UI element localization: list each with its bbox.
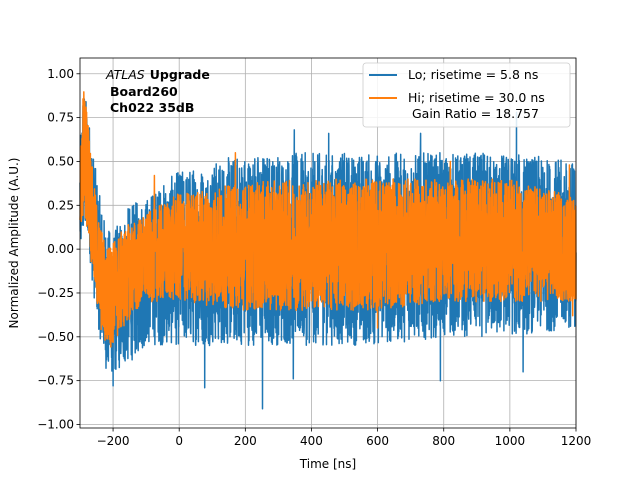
atlas-annotation-line1: ATLAS Upgrade: [105, 67, 210, 82]
legend-label: Gain Ratio = 18.757: [408, 106, 539, 121]
axis-ticks: −200 0 200 400 600 800 1000 1200 −1.00 −0.75 −0.50…: [37, 67, 591, 448]
y-tick-label: −0.75: [37, 374, 74, 388]
y-tick-label: 0.50: [47, 154, 74, 168]
y-tick-label: 0.25: [47, 198, 74, 212]
x-tick-label: 1200: [561, 434, 592, 448]
x-tick-label: 200: [234, 434, 257, 448]
atlas-label: ATLAS: [105, 67, 145, 82]
y-tick-label: −0.50: [37, 330, 74, 344]
series-layer: [79, 91, 577, 410]
legend-box: [362, 62, 571, 128]
x-tick-label: −200: [97, 434, 130, 448]
y-tick-label: 0.75: [47, 111, 74, 125]
x-tick-label: 1000: [495, 434, 526, 448]
legend-label: Lo; risetime = 5.8 ns: [408, 67, 538, 82]
y-axis-label: Normalized Amplitude (A.U.): [7, 158, 21, 329]
x-tick-label: 400: [300, 434, 323, 448]
x-tick-label: 0: [175, 434, 183, 448]
upgrade-label: Upgrade: [150, 67, 210, 82]
legend-label: Hi; risetime = 30.0 ns: [408, 90, 545, 105]
channel-label: Ch022 35dB: [110, 100, 194, 115]
x-tick-label: 800: [432, 434, 455, 448]
y-tick-label: −1.00: [37, 417, 74, 431]
y-tick-label: −0.25: [37, 286, 74, 300]
x-axis-label: Time [ns]: [299, 457, 356, 471]
x-tick-label: 600: [366, 434, 389, 448]
y-tick-label: 0.00: [47, 242, 74, 256]
board-label: Board260: [110, 84, 178, 99]
series-hi-line: [79, 91, 577, 348]
plot-frame: [79, 57, 577, 429]
legend: Lo; risetime = 5.8 ns Hi; risetime = 30.0…: [362, 62, 571, 128]
y-tick-label: 1.00: [47, 67, 74, 81]
